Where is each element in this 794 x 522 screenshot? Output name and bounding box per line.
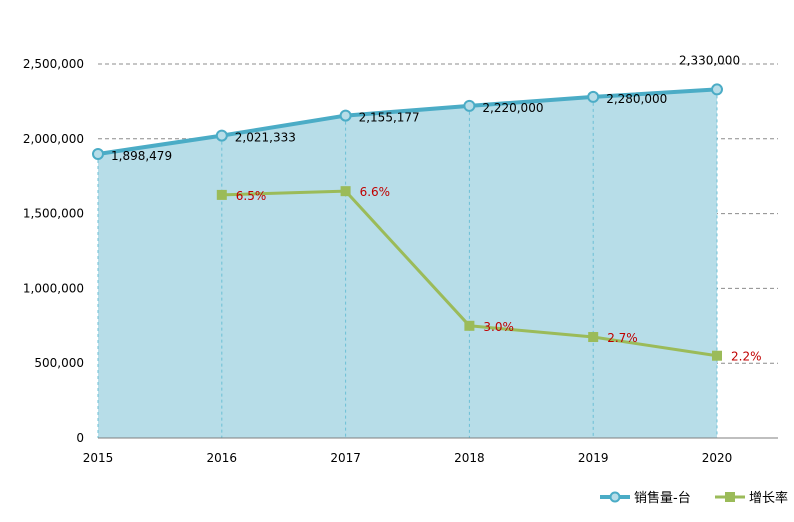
sales-point-2016	[215, 129, 228, 142]
y-tick-label: 2,000,000	[23, 132, 84, 146]
x-tick-label: 2018	[454, 451, 485, 465]
x-tick-label: 2016	[207, 451, 238, 465]
rate-point-2017	[340, 186, 351, 197]
legend-item-rate: 增长率	[715, 490, 788, 506]
sales-data-label: 2,021,333	[235, 131, 296, 145]
sales-point-2019	[587, 90, 600, 103]
sales-line	[97, 87, 718, 156]
x-tick-label: 2017	[330, 451, 361, 465]
sales-area	[98, 89, 717, 438]
sales-data-label: 2,220,000	[482, 101, 543, 115]
legend-item-sales: 销售量-台	[600, 490, 691, 506]
y-tick-label: 0	[76, 431, 84, 445]
sales-data-label: 2,330,000	[679, 53, 740, 67]
rate-data-label: 2.7%	[607, 331, 638, 345]
data-labels: 1,898,479 2,021,333 2,155,177 2,220,000 2,28…	[111, 53, 762, 363]
legend-sales-label: 销售量-台	[634, 490, 691, 506]
y-tick-label: 500,000	[34, 356, 84, 370]
sales-area-fill	[98, 89, 717, 438]
sales-data-label: 1,898,479	[111, 149, 172, 163]
sales-point-2018	[463, 99, 476, 112]
sales-point-2015	[92, 147, 104, 160]
rate-point-2019	[588, 332, 599, 343]
sales-data-label: 2,155,177	[359, 111, 420, 125]
rate-point-2020	[712, 350, 722, 361]
legend-sales-marker	[609, 491, 621, 503]
rate-data-label: 6.6%	[360, 185, 391, 199]
series	[92, 83, 723, 361]
x-tick-label: 2020	[702, 451, 733, 465]
rate-data-label: 2.2%	[731, 350, 762, 364]
legend: 销售量-台 增长率	[600, 490, 788, 506]
x-tick-label: 2019	[578, 451, 609, 465]
rate-point-2018	[464, 320, 475, 331]
legend-rate-marker	[725, 492, 735, 502]
category-dashed-lines	[97, 89, 718, 438]
y-tick-label: 1,000,000	[23, 281, 84, 295]
x-tick-label: 2015	[83, 451, 114, 465]
rate-data-label: 6.5%	[236, 189, 266, 203]
legend-rate-label: 增长率	[749, 490, 788, 506]
axes: 0 500,000 1,000,000 1,500,000 2,000,000 2,500…	[23, 57, 778, 465]
y-tick-label: 2,500,000	[23, 57, 84, 71]
sales-point-2017	[339, 109, 352, 122]
sales-data-label: 2,280,000	[606, 92, 667, 106]
y-tick-label: 1,500,000	[23, 207, 84, 221]
rate-data-label: 3.0%	[483, 320, 514, 334]
rate-point-2016	[216, 189, 227, 200]
sales-point-2020	[711, 83, 723, 96]
